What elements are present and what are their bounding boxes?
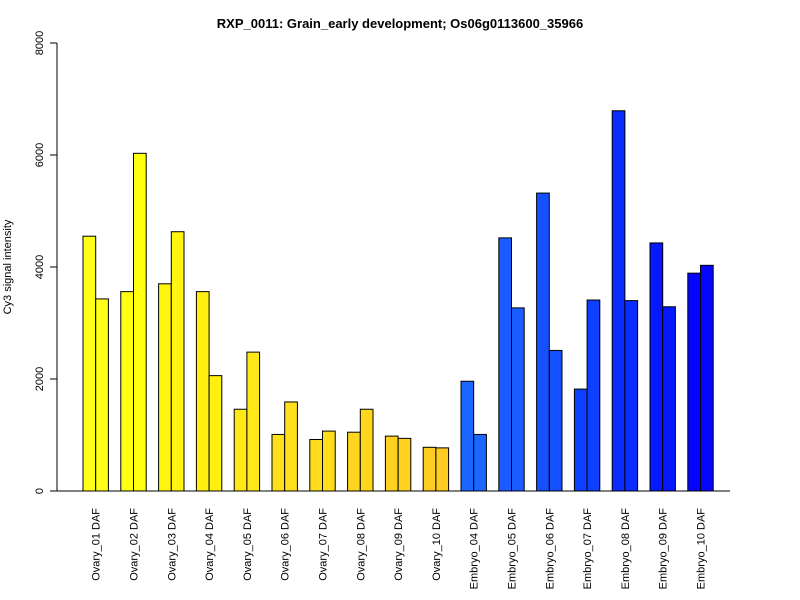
category-labels: Ovary_01 DAF Ovary_02 DAF Ovary_03 DAF Ovar… (91, 508, 708, 590)
x-category-label: Embryo_09 DAF (658, 508, 670, 590)
x-category-label: Ovary_04 DAF (204, 508, 216, 581)
bar (195, 291, 210, 492)
x-category-label: Ovary_08 DAF (355, 508, 367, 581)
x-category-label: Embryo_06 DAF (544, 508, 556, 590)
bar (233, 408, 248, 492)
x-category-label: Ovary_06 DAF (280, 508, 292, 581)
y-tick-label: 2000 (34, 367, 46, 391)
x-category-label: Embryo_08 DAF (620, 508, 632, 590)
bar (700, 264, 714, 492)
bar (611, 110, 626, 492)
x-category-label: Ovary_03 DAF (166, 508, 178, 581)
bar (309, 438, 323, 492)
bar (170, 231, 185, 492)
x-category-label: Ovary_01 DAF (91, 508, 103, 581)
bar (422, 446, 437, 492)
bar (662, 306, 676, 492)
x-category-label: Embryo_05 DAF (507, 508, 519, 590)
bar (397, 437, 412, 492)
x-category-label: Embryo_10 DAF (696, 508, 708, 590)
bar (347, 431, 361, 492)
y-tick-label: 4000 (34, 255, 46, 279)
x-category-label: Ovary_02 DAF (129, 508, 141, 581)
bar (95, 298, 109, 492)
x-category-label: Ovary_05 DAF (242, 508, 254, 581)
y-tick-label: 0 (34, 488, 46, 494)
bar (460, 380, 475, 492)
bar (498, 237, 512, 492)
y-tick-label: 8000 (34, 31, 46, 55)
bar (133, 152, 147, 492)
bar (624, 300, 639, 492)
bar (473, 433, 487, 492)
bar (586, 299, 601, 492)
bar (511, 307, 525, 492)
bar (384, 435, 399, 492)
bar (271, 433, 286, 492)
bar (208, 375, 223, 492)
bar (120, 291, 135, 492)
x-category-label: Ovary_10 DAF (431, 508, 443, 581)
bars (82, 110, 714, 492)
bar (649, 242, 664, 492)
bar (284, 401, 298, 492)
bar (687, 272, 701, 492)
bar (573, 388, 588, 492)
x-category-label: Ovary_07 DAF (318, 508, 330, 581)
bar (158, 283, 172, 492)
bar (435, 447, 450, 492)
x-category-label: Embryo_07 DAF (582, 508, 594, 590)
bar (548, 349, 563, 492)
bar (246, 351, 261, 492)
bar (536, 192, 550, 492)
bar (359, 408, 374, 492)
bar (82, 235, 97, 492)
y-ticks: 0 2000 4000 6000 8000 (34, 31, 57, 494)
y-axis-label: Cy3 signal intensity (2, 219, 14, 314)
x-category-label: Ovary_09 DAF (393, 508, 405, 581)
y-tick-label: 6000 (34, 143, 46, 167)
x-category-label: Embryo_04 DAF (469, 508, 481, 590)
bar (322, 430, 336, 492)
chart-title: RXP_0011: Grain_early development; Os06g… (217, 16, 583, 31)
